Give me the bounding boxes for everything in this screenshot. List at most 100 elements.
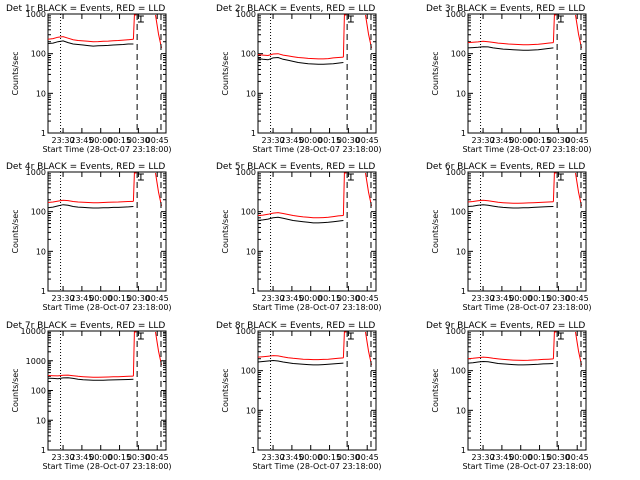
x-tick-label: 00:15 [108, 136, 131, 145]
lld-decay-tail [575, 172, 582, 207]
x-tick-label: 23:45 [490, 294, 513, 303]
x-tick-label: 23:45 [280, 136, 303, 145]
x-tick-label: 00:30 [337, 136, 360, 145]
panel-title: Det 9r BLACK = Events, RED = LLD [426, 321, 585, 331]
y-tick-label: 1000 [446, 168, 466, 177]
x-tick-label: 00:45 [146, 294, 169, 303]
y-axis-label: Counts/sec [431, 368, 440, 412]
y-tick-label: 100 [241, 367, 256, 376]
lld-spike [132, 331, 137, 377]
y-axis-label: Counts/sec [431, 51, 440, 95]
lld-series-line [257, 212, 344, 219]
y-tick-label: 100 [241, 50, 256, 59]
x-tick-label: 00:00 [509, 136, 532, 145]
lld-decay-tail [575, 331, 582, 366]
lld-decay-tail [575, 14, 582, 49]
y-axis-label: Counts/sec [11, 368, 20, 412]
lld-decay-tail [365, 172, 372, 207]
plot-frame [467, 13, 587, 134]
x-tick-label: 23:30 [262, 294, 285, 303]
x-tick-label: 23:45 [70, 453, 93, 462]
x-tick-label: 23:30 [262, 453, 285, 462]
lld-series-line [47, 374, 134, 378]
x-tick-label: 23:45 [490, 136, 513, 145]
y-axis-label: Counts/sec [11, 209, 20, 253]
events-series-line [257, 56, 344, 65]
detector-panel: Det 3r BLACK = Events, RED = LLD 1 10 100 10… [426, 4, 592, 154]
x-tick-label: 00:30 [547, 294, 570, 303]
x-tick-label: 23:45 [70, 136, 93, 145]
y-tick-label: 10 [36, 416, 46, 425]
y-tick-label: 1 [41, 129, 46, 138]
y-tick-label: 1 [251, 129, 256, 138]
x-tick-label: 00:45 [356, 453, 379, 462]
plot-frame [257, 171, 377, 292]
lld-spike [552, 14, 557, 43]
x-axis-label: Start Time (28-Oct-07 23:18:00) [42, 145, 171, 154]
plot-frame [257, 13, 377, 134]
lld-spike [552, 172, 557, 202]
lld-decay-tail [155, 331, 162, 366]
x-tick-label: 00:45 [146, 453, 169, 462]
y-tick-label: 1000 [26, 10, 46, 19]
y-tick-label: 10000 [21, 327, 46, 336]
x-tick-label: 23:30 [472, 294, 495, 303]
x-axis-label: Start Time (28-Oct-07 23:18:00) [252, 145, 381, 154]
lld-series-line [47, 199, 134, 204]
x-tick-label: 00:00 [509, 453, 532, 462]
x-tick-label: 00:15 [528, 453, 551, 462]
y-axis-label: Counts/sec [431, 209, 440, 253]
y-tick-label: 100 [451, 367, 466, 376]
x-tick-label: 00:45 [566, 453, 589, 462]
x-axis-label: Start Time (28-Oct-07 23:18:00) [462, 303, 591, 312]
detector-panel: Det 1r BLACK = Events, RED = LLD 1 10 100 10… [6, 4, 172, 154]
y-tick-label: 10 [456, 406, 466, 415]
x-tick-label: 00:30 [127, 294, 150, 303]
events-series-line [47, 40, 134, 47]
detector-panel: Det 6r BLACK = Events, RED = LLD 1 10 100 10… [426, 162, 592, 312]
lld-series-line [467, 40, 554, 46]
lld-series-line [257, 355, 344, 361]
x-tick-label: 00:45 [566, 294, 589, 303]
y-tick-label: 10 [36, 89, 46, 98]
y-tick-label: 10 [456, 89, 466, 98]
lld-decay-tail [155, 172, 162, 207]
x-axis-label: Start Time (28-Oct-07 23:18:00) [252, 303, 381, 312]
y-tick-label: 10 [246, 247, 256, 256]
y-axis-label: Counts/sec [221, 209, 230, 253]
lld-series-line [467, 356, 554, 361]
x-tick-label: 00:45 [146, 136, 169, 145]
lld-spike [342, 14, 347, 58]
x-tick-label: 00:00 [89, 453, 112, 462]
y-tick-label: 100 [451, 50, 466, 59]
plot-frame [467, 330, 587, 451]
y-tick-label: 1000 [236, 10, 256, 19]
x-tick-label: 00:15 [318, 453, 341, 462]
events-series-line [467, 46, 554, 51]
lld-series-line [47, 36, 134, 43]
x-tick-label: 23:30 [52, 136, 75, 145]
panel-title: Det 5r BLACK = Events, RED = LLD [216, 162, 375, 172]
events-series-line [47, 204, 134, 209]
lld-decay-tail [365, 14, 372, 49]
x-axis-label: Start Time (28-Oct-07 23:18:00) [462, 145, 591, 154]
x-tick-label: 00:45 [566, 136, 589, 145]
y-tick-label: 100 [31, 387, 46, 396]
x-tick-label: 00:15 [108, 294, 131, 303]
y-tick-label: 100 [451, 208, 466, 217]
events-series-line [257, 216, 344, 224]
lld-spike [132, 172, 137, 202]
y-tick-label: 1 [41, 287, 46, 296]
detector-panel: Det 7r BLACK = Events, RED = LLD 1 10 100 10… [6, 321, 172, 471]
panel-title: Det 4r BLACK = Events, RED = LLD [6, 162, 165, 172]
events-series-line [257, 359, 344, 366]
x-tick-label: 00:00 [299, 136, 322, 145]
y-tick-label: 1 [461, 287, 466, 296]
y-tick-label: 1000 [236, 168, 256, 177]
panel-title: Det 1r BLACK = Events, RED = LLD [6, 4, 165, 14]
x-tick-label: 23:45 [280, 294, 303, 303]
detector-panel: Det 8r BLACK = Events, RED = LLD 1 10 100 10… [216, 321, 382, 471]
x-tick-label: 23:30 [262, 136, 285, 145]
y-tick-label: 1 [461, 446, 466, 455]
